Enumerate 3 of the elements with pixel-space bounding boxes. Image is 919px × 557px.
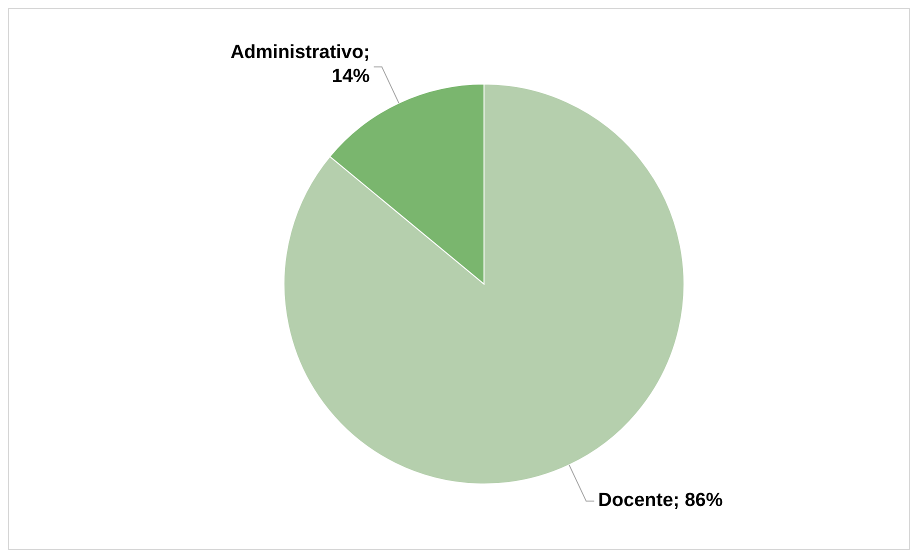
slice-label: Administrativo; 14% [230, 42, 370, 87]
pie-slice [284, 84, 684, 484]
slice-label: Docente; 86% [598, 490, 723, 512]
